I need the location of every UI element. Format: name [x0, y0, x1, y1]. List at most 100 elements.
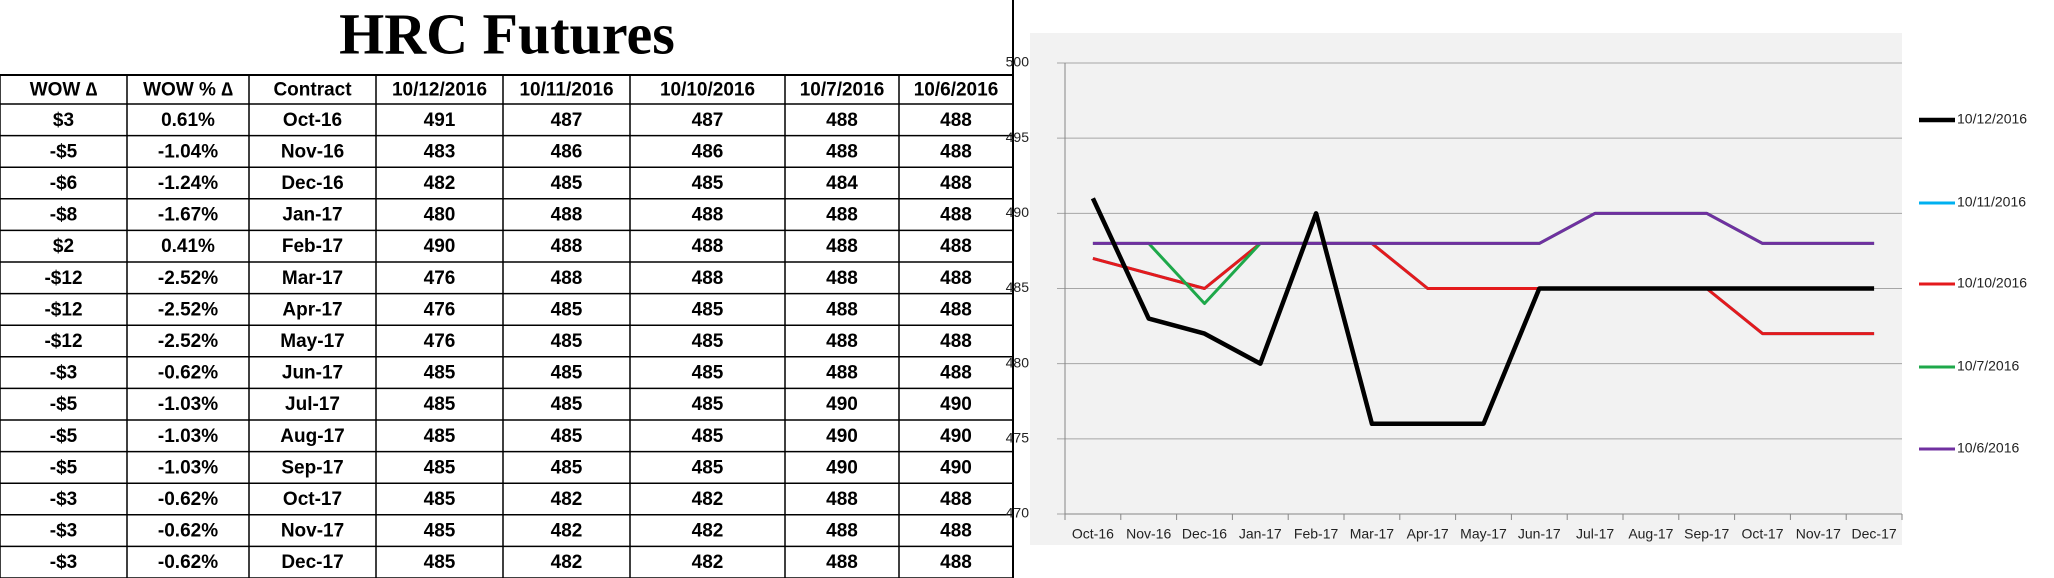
x-tick-label: Jul-17 [1576, 526, 1614, 542]
y-tick-label: 470 [1006, 505, 1030, 521]
legend-label: 10/7/2016 [1957, 358, 2019, 374]
table-cell: Apr-17 [282, 299, 342, 320]
table-cell: 476 [424, 331, 456, 352]
table-cell: 488 [692, 236, 724, 257]
table-cell: 488 [826, 205, 858, 226]
table-cell: 485 [551, 363, 583, 384]
table-cell: -2.52% [158, 268, 218, 289]
table-header: 10/11/2016 [519, 80, 613, 101]
table-cell: 488 [940, 521, 972, 542]
x-tick-label: May-17 [1460, 526, 1507, 542]
table-cell: Jan-17 [282, 205, 342, 226]
y-tick-label: 475 [1006, 430, 1030, 446]
legend-label: 10/6/2016 [1957, 440, 2019, 456]
table-cell: 484 [826, 173, 858, 194]
y-tick-label: 480 [1006, 354, 1030, 370]
table-cell: 485 [551, 457, 583, 478]
table-cell: 482 [551, 521, 583, 542]
table-cell: 490 [940, 457, 972, 478]
table-cell: 482 [551, 489, 583, 510]
series-line [1092, 211, 1875, 245]
table-cell: 485 [692, 426, 724, 447]
table-cell: 485 [692, 299, 724, 320]
table-cell: Oct-17 [283, 489, 342, 510]
table-header: Contract [273, 80, 352, 101]
table-cell: Sep-17 [281, 457, 343, 478]
table-cell: 488 [826, 141, 858, 162]
table-cell: Nov-16 [281, 141, 344, 162]
table-cell: 488 [826, 552, 858, 573]
table-cell: -$6 [50, 173, 77, 194]
table-cell: 488 [940, 331, 972, 352]
table-cell: -0.62% [158, 521, 218, 542]
table-cell: -1.03% [158, 457, 218, 478]
table-cell: 485 [551, 426, 583, 447]
table-cell: 482 [692, 489, 724, 510]
table-cell: Mar-17 [282, 268, 343, 289]
legend-label: 10/11/2016 [1957, 194, 2026, 210]
legend-label: 10/12/2016 [1957, 111, 2027, 127]
y-tick-label: 485 [1006, 279, 1030, 295]
x-tick-label: Nov-16 [1126, 526, 1171, 542]
table-cell: 488 [940, 141, 972, 162]
table-cell: 482 [551, 552, 583, 573]
table-cell: 488 [940, 299, 972, 320]
table-cell: -$3 [50, 552, 77, 573]
table-cell: 487 [551, 110, 583, 131]
table-cell: 488 [940, 489, 972, 510]
table-cell: 488 [940, 205, 972, 226]
table-cell: -0.62% [158, 552, 218, 573]
table-cell: 488 [826, 299, 858, 320]
table-cell: 491 [424, 110, 456, 131]
x-tick-label: Oct-16 [1072, 526, 1114, 542]
table-cell: 485 [692, 363, 724, 384]
table-cell: 485 [424, 394, 456, 415]
table-cell: 485 [692, 331, 724, 352]
series-line [1092, 241, 1875, 336]
table-cell: 482 [692, 521, 724, 542]
table-cell: 488 [940, 110, 972, 131]
table-cell: Jun-17 [282, 363, 343, 384]
table-cell: 485 [424, 457, 456, 478]
table-cell: -1.03% [158, 394, 218, 415]
table-cell: 488 [826, 331, 858, 352]
table-cell: 488 [551, 236, 583, 257]
table-cell: $2 [53, 236, 74, 257]
series-line [1090, 197, 1875, 427]
table-cell: 485 [424, 489, 456, 510]
table-cell: 482 [692, 552, 724, 573]
table-cell: 490 [940, 426, 972, 447]
table-header: WOW ∆ [30, 80, 98, 101]
table-cell: 482 [424, 173, 456, 194]
table-cell: 476 [424, 299, 456, 320]
table-cell: 488 [940, 363, 972, 384]
table-cell: 488 [692, 205, 724, 226]
table-cell: Nov-17 [281, 521, 344, 542]
x-tick-label: Jun-17 [1518, 526, 1561, 542]
table-cell: -1.04% [158, 141, 218, 162]
table-cell: Oct-16 [283, 110, 342, 131]
table-cell: 488 [692, 268, 724, 289]
table-cell: -1.03% [158, 426, 218, 447]
table-header: 10/6/2016 [914, 80, 999, 101]
table-cell: 490 [826, 426, 858, 447]
table-cell: -0.62% [158, 363, 218, 384]
table-cell: 488 [826, 521, 858, 542]
table-cell: -2.52% [158, 331, 218, 352]
x-tick-label: Jan-17 [1239, 526, 1282, 542]
table-cell: 488 [826, 363, 858, 384]
table-cell: May-17 [280, 331, 344, 352]
table-cell: 485 [551, 394, 583, 415]
table-cell: 483 [424, 141, 456, 162]
table-cell: 0.61% [161, 110, 215, 131]
table-cell: Feb-17 [282, 236, 343, 257]
x-tick-label: Sep-17 [1684, 526, 1729, 542]
x-tick-label: Apr-17 [1407, 526, 1449, 542]
table-cell: 485 [551, 299, 583, 320]
table-cell: -$3 [50, 363, 77, 384]
table-cell: 488 [826, 236, 858, 257]
table-cell: 485 [551, 173, 583, 194]
table-cell: 487 [692, 110, 724, 131]
table-cell: -$5 [50, 141, 78, 162]
table-cell: 485 [424, 552, 456, 573]
